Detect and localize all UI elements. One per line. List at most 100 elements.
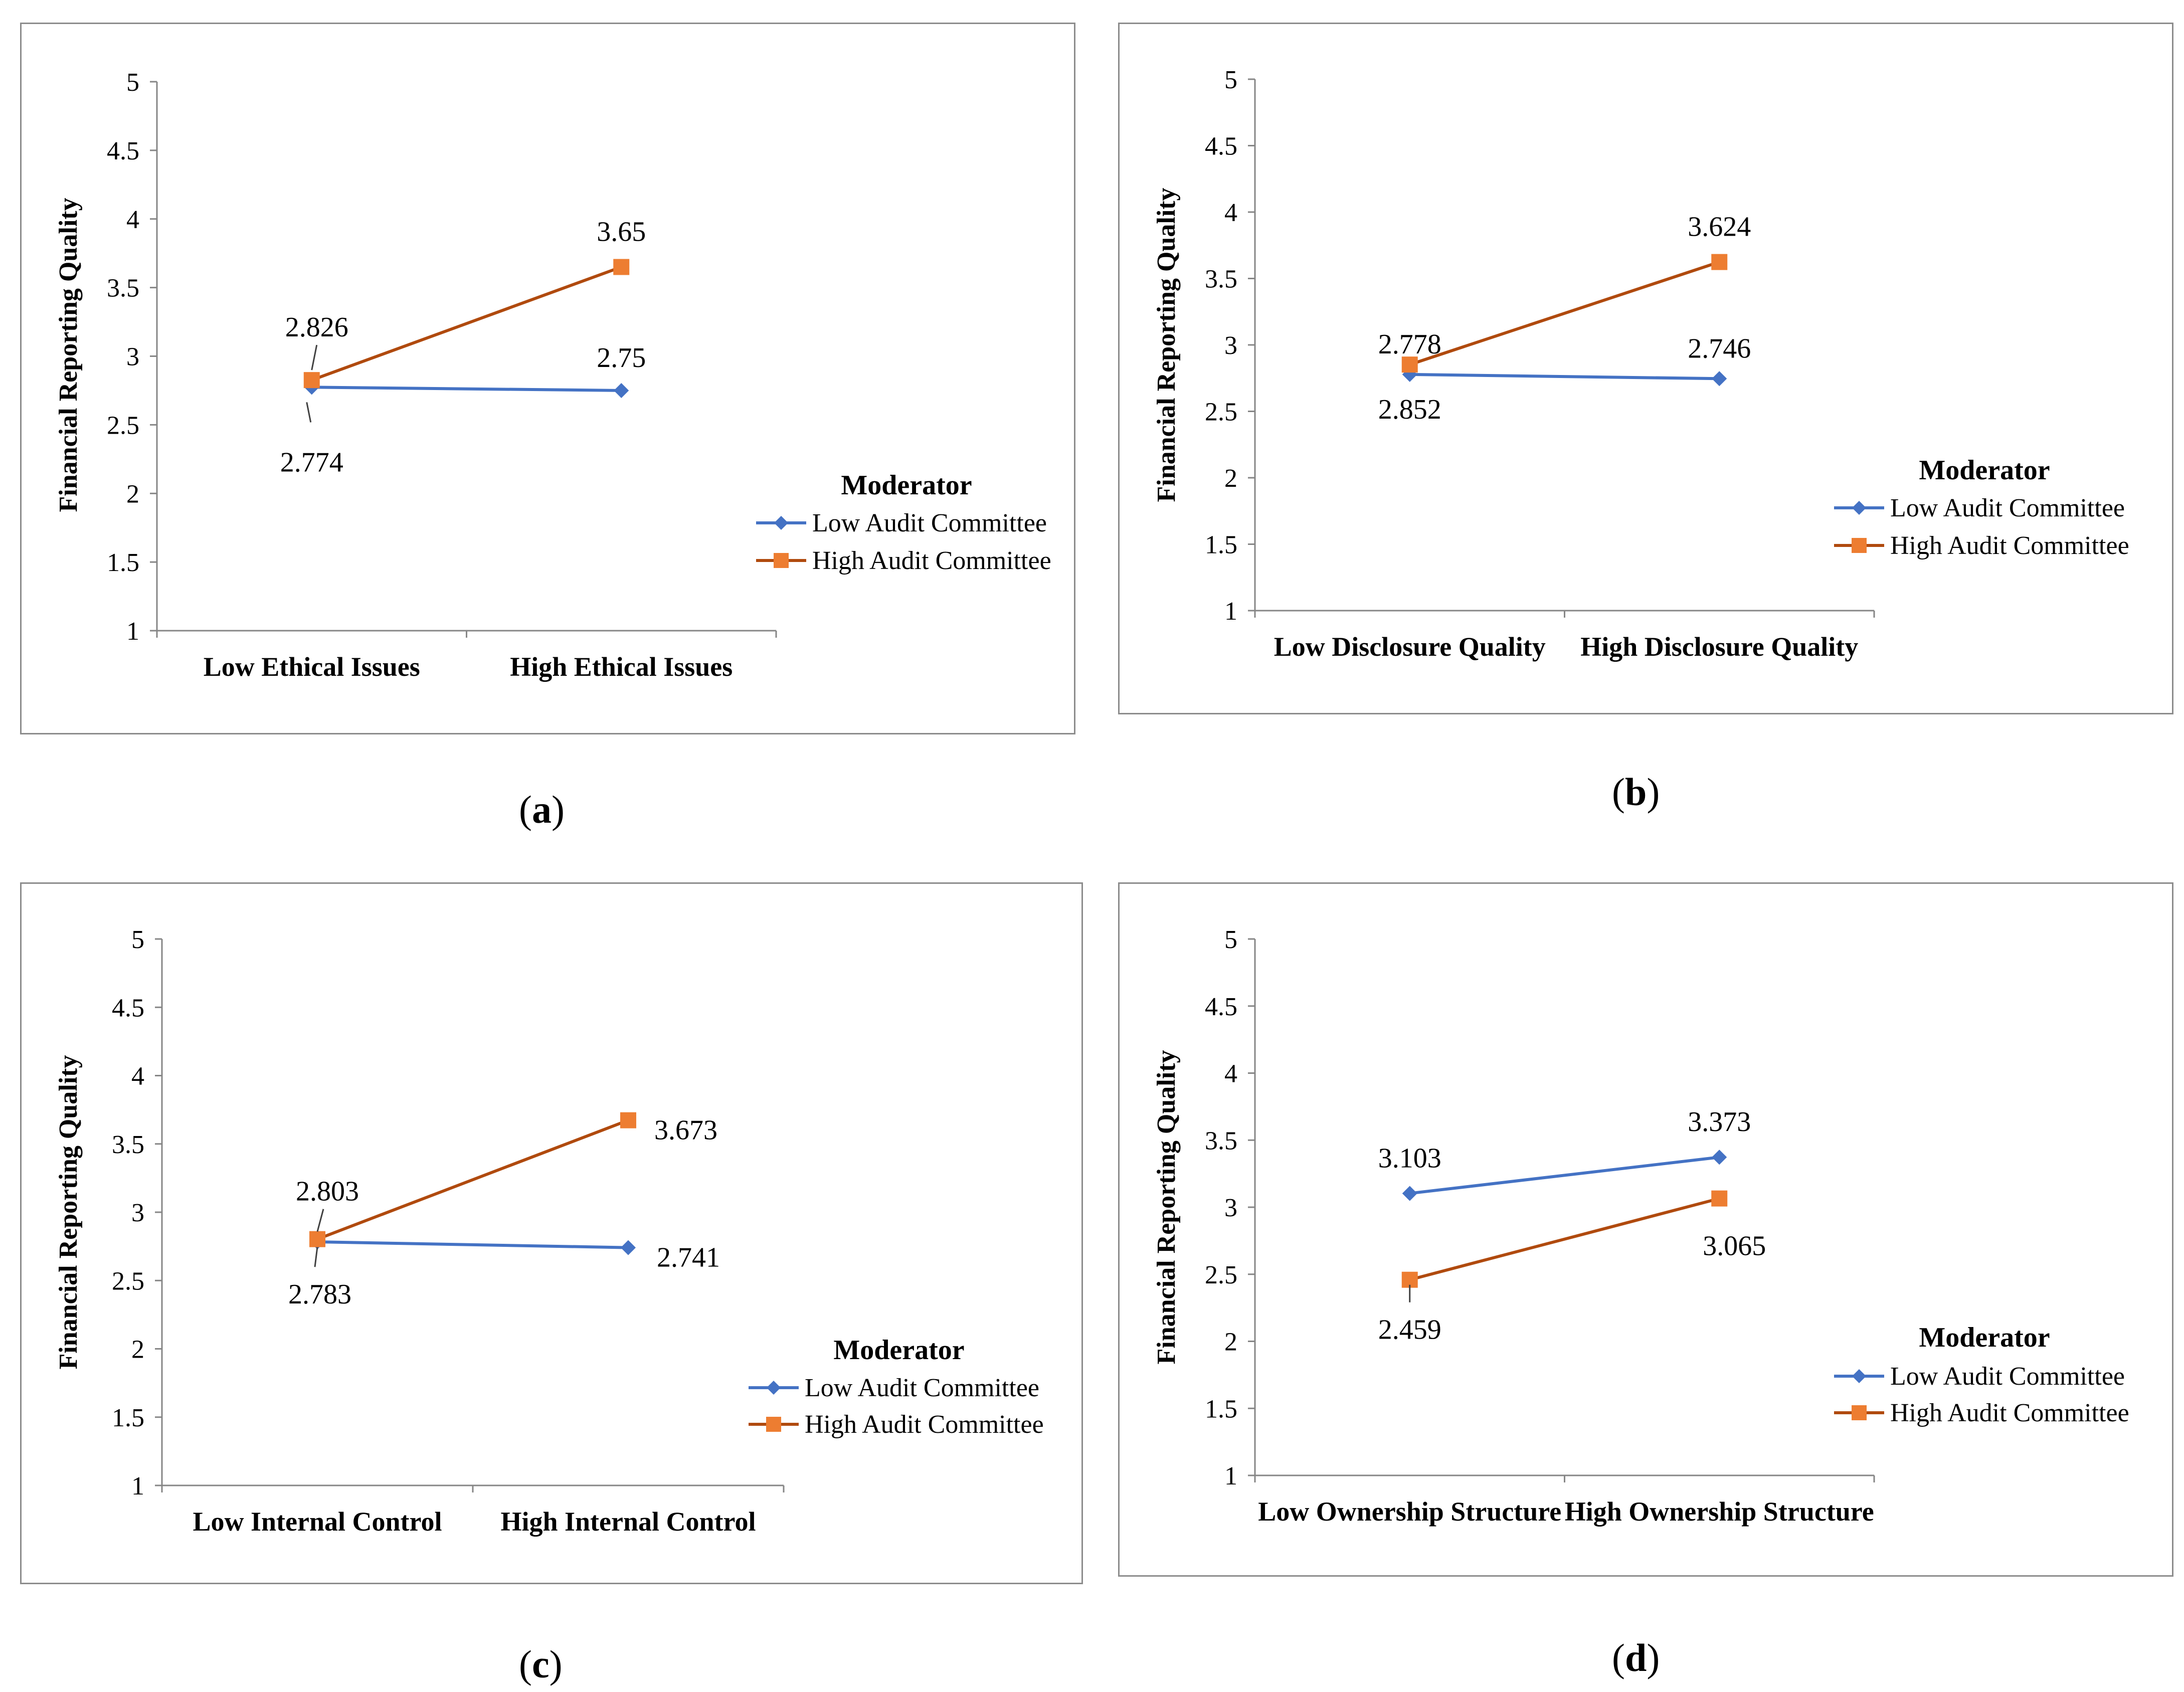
data-label: 2.741 [657, 1242, 720, 1273]
caption-d: (d) [1612, 1636, 1660, 1679]
x-category-label: Low Disclosure Quality [1274, 632, 1546, 662]
legend-label-high: High Audit Committee [805, 1410, 1044, 1439]
caption-a-letter: a [531, 788, 552, 831]
chart-panel-b: 1 1.5 2 2.5 3 3.5 4 4.5 5 Low Disclosure Quality H… [1118, 23, 2173, 714]
chart-c: 1 1.5 2 2.5 3 3.5 4 4.5 5 Low Internal Control Hig… [54, 925, 1044, 1537]
chart-d: 1 1.5 2 2.5 3 3.5 4 4.5 5 Low Ownership Structure… [1152, 925, 2129, 1527]
y-tick-label: 4 [1224, 1060, 1237, 1088]
chart-b: 1 1.5 2 2.5 3 3.5 4 4.5 5 Low Disclosure Quality H… [1152, 66, 2129, 662]
y-tick-label: 2 [126, 480, 139, 508]
legend-label-low: Low Audit Committee [812, 509, 1047, 537]
y-tick-label: 3 [126, 343, 139, 371]
data-label: 3.103 [1378, 1143, 1441, 1174]
legend-title: Moderator [841, 470, 972, 501]
data-point-low [621, 1240, 636, 1255]
legend-marker-high [1852, 1405, 1867, 1420]
y-tick-label: 2 [1224, 464, 1237, 493]
data-label-leader [316, 1209, 324, 1232]
y-tick-label: 4 [126, 206, 139, 234]
caption-a: (a) [519, 788, 565, 831]
caption-d-letter: d [1624, 1636, 1647, 1679]
chart-a: 1 1.5 2 2.5 3 3.5 4 4.5 5 Low Ethical Issues High … [54, 68, 1051, 682]
y-tick-label: 3.5 [107, 274, 139, 303]
legend-label-high: High Audit Committee [1890, 531, 2129, 560]
y-tick-label: 2.5 [1205, 398, 1237, 427]
data-point-low [1402, 1186, 1417, 1201]
legend-marker-high [1852, 538, 1867, 553]
chart-panel-d: 1 1.5 2 2.5 3 3.5 4 4.5 5 Low Ownership Structure… [1118, 882, 2173, 1577]
x-category-label: High Ethical Issues [510, 652, 733, 682]
data-point-high [1711, 1190, 1728, 1207]
data-label-leader [314, 1246, 318, 1267]
chart-panel-a: 1 1.5 2 2.5 3 3.5 4 4.5 5 Low Ethical Issues High … [20, 23, 1075, 734]
y-tick-label: 1.5 [1205, 1395, 1237, 1423]
series-line-high [1409, 1197, 1720, 1281]
series-line-high [311, 265, 622, 382]
data-label-leader [306, 402, 312, 423]
x-category-label: High Disclosure Quality [1580, 632, 1858, 662]
data-point-low [1712, 371, 1727, 387]
data-label: 2.75 [597, 342, 646, 373]
y-tick-label: 5 [126, 68, 139, 97]
data-point-low [1712, 1150, 1727, 1165]
x-category-label: Low Internal Control [193, 1507, 442, 1537]
y-tick-label: 2.5 [1205, 1261, 1237, 1289]
y-tick-label: 2 [131, 1336, 144, 1364]
y-tick-label: 3 [1224, 331, 1237, 360]
y-tick-label: 5 [131, 925, 144, 954]
data-point-high [1711, 254, 1728, 270]
data-label: 3.673 [654, 1115, 717, 1146]
legend-marker-low [1852, 1369, 1866, 1383]
y-tick-label: 1 [126, 617, 139, 646]
y-tick-label: 4 [131, 1062, 144, 1091]
y-tick-label: 5 [1224, 66, 1237, 94]
caption-b: (b) [1612, 770, 1660, 814]
data-label: 2.774 [280, 447, 343, 478]
legend-title: Moderator [1919, 455, 2050, 486]
legend-marker-low [767, 1381, 781, 1395]
series-line-low [1409, 372, 1720, 381]
y-tick-label: 3 [1224, 1194, 1237, 1222]
y-tick-label: 1 [131, 1472, 144, 1500]
data-label: 2.783 [288, 1279, 351, 1310]
y-tick-label: 2 [1224, 1328, 1237, 1357]
y-tick-label: 1.5 [1205, 531, 1237, 559]
y-tick-label: 1 [1224, 597, 1237, 626]
legend-label-low: Low Audit Committee [1890, 1362, 2125, 1391]
data-label: 3.065 [1703, 1231, 1766, 1262]
data-label: 3.373 [1688, 1106, 1751, 1138]
y-tick-label: 5 [1224, 925, 1237, 954]
y-tick-label: 1 [1224, 1462, 1237, 1490]
data-point-high [309, 1231, 325, 1247]
data-point-low [614, 383, 629, 398]
data-label-leader [311, 344, 318, 370]
data-label: 2.826 [285, 312, 348, 343]
data-label: 2.852 [1378, 394, 1441, 425]
y-axis-title: Financial Reporting Quality [1152, 188, 1181, 502]
y-tick-label: 2.5 [112, 1267, 144, 1295]
y-tick-label: 4.5 [1205, 132, 1237, 161]
data-label: 2.459 [1378, 1314, 1441, 1346]
y-tick-label: 1.5 [112, 1404, 144, 1432]
data-label: 2.746 [1688, 333, 1751, 364]
legend-label-high: High Audit Committee [812, 546, 1051, 575]
series-line-low [1409, 1156, 1720, 1195]
data-label: 2.778 [1378, 329, 1441, 360]
legend-marker-high [766, 1417, 781, 1432]
caption-c: (c) [519, 1642, 563, 1686]
y-axis-title: Financial Reporting Quality [54, 1055, 83, 1370]
data-point-high [613, 259, 630, 275]
x-category-label: Low Ownership Structure [1258, 1496, 1561, 1527]
legend-marker-low [774, 516, 788, 530]
series-line-low [317, 1240, 629, 1249]
x-category-label: High Internal Control [500, 1507, 756, 1537]
y-tick-label: 4 [1224, 199, 1237, 227]
data-label: 3.65 [597, 217, 646, 248]
y-tick-label: 3 [131, 1199, 144, 1227]
y-tick-label: 4.5 [107, 137, 139, 165]
series-line-high [1409, 260, 1720, 366]
y-axis-title: Financial Reporting Quality [1152, 1050, 1181, 1365]
data-label: 2.803 [296, 1176, 359, 1207]
data-point-high [303, 372, 320, 389]
x-category-label: High Ownership Structure [1565, 1496, 1874, 1527]
